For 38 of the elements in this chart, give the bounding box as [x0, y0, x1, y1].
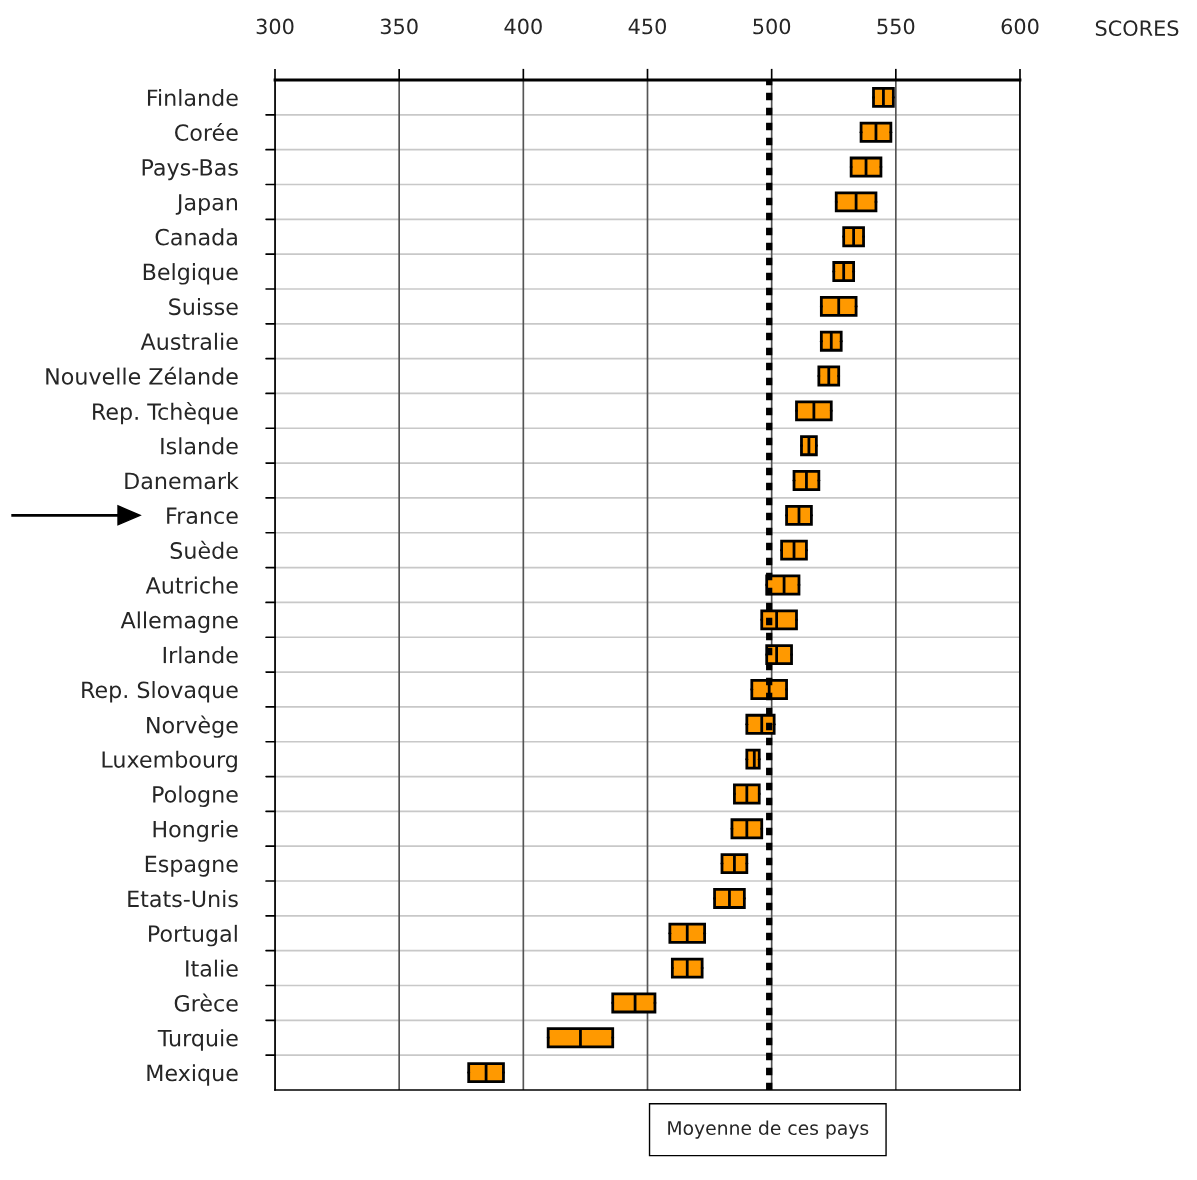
y-tick-label: Finlande [147, 88, 238, 107]
y-tick-label: Norvège [147, 715, 238, 738]
x-axis-title: SCORES [1095, 20, 1179, 37]
y-tick-label: Etats-Unis [128, 890, 238, 908]
y-tick-label: Portugal [149, 924, 237, 947]
y-tick-label: France [167, 507, 238, 525]
y-tick-label: Islande [161, 437, 238, 455]
x-tick-label: 600 [1001, 18, 1039, 35]
y-tick-label: Turquie [157, 1029, 238, 1051]
y-tick-label: Grèce [174, 993, 238, 1012]
x-tick-label: 500 [753, 18, 791, 35]
y-tick-label: Japan [175, 194, 237, 215]
x-tick-label: 400 [504, 18, 542, 35]
y-tick-label: Irlande [163, 646, 238, 664]
y-tick-label: Nouvelle Zélande [46, 366, 238, 385]
y-tick-label: Allemagne [120, 611, 238, 633]
y-tick-label: Mexique [147, 1064, 238, 1086]
ref-line-label: Moyenne de ces pays [668, 1120, 869, 1139]
y-tick-label: Belgique [143, 263, 238, 285]
y-tick-label: Pays-Bas [142, 159, 238, 181]
y-tick-label: Australie [140, 332, 238, 350]
x-tick-label: 550 [877, 18, 915, 35]
y-tick-label: Suisse [169, 297, 238, 316]
x-tick-label: 350 [380, 18, 418, 35]
y-tick-label: Rep. Tchèque [93, 401, 238, 425]
y-tick-label: Hongrie [153, 820, 238, 842]
x-tick-label: 300 [256, 18, 294, 35]
y-tick-label: Espagne [145, 855, 238, 877]
y-tick-label: Italie [186, 959, 238, 977]
y-tick-label: Suède [170, 540, 238, 559]
y-tick-label: Autriche [145, 576, 238, 594]
y-tick-label: Corée [175, 122, 238, 141]
y-tick-label: Pologne [153, 785, 238, 808]
y-tick-label: Rep. Slovaque [82, 681, 238, 703]
y-tick-label: Luxembourg [102, 750, 237, 773]
y-tick-label: Canada [155, 228, 237, 246]
x-tick-label: 450 [628, 18, 666, 35]
y-tick-label: Danemark [125, 472, 239, 490]
